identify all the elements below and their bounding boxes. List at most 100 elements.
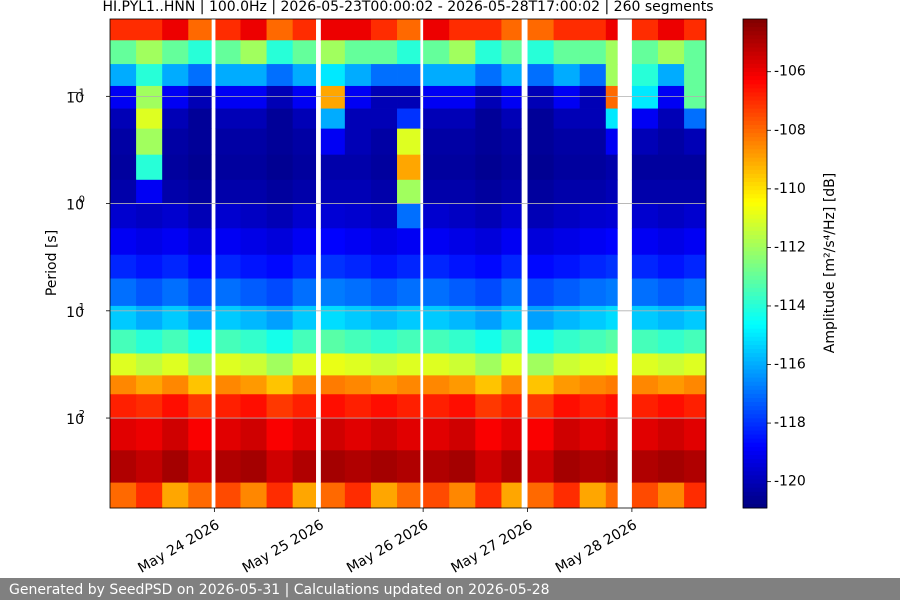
heatmap-cell [136, 329, 163, 354]
heatmap-cell [501, 329, 522, 354]
heatmap-cell [501, 375, 522, 395]
heatmap-cell [605, 128, 618, 156]
heatmap-cell [449, 203, 476, 229]
heatmap-cell [162, 305, 189, 331]
colorbar-cell [743, 112, 767, 118]
heatmap-cell [397, 179, 421, 204]
colorbar-cell [743, 202, 767, 207]
heatmap-cell [292, 329, 317, 354]
heatmap-cell [266, 482, 294, 509]
heatmap-cell [631, 228, 659, 256]
heatmap-cell [631, 19, 659, 41]
heatmap-cell [266, 40, 294, 65]
colorbar-cell [743, 214, 767, 220]
heatmap-cell [527, 482, 555, 509]
colorbar-cell [743, 88, 767, 93]
heatmap-cell [423, 19, 450, 41]
heatmap-cell [631, 154, 659, 181]
heatmap-cell [605, 40, 618, 65]
heatmap-cell [188, 305, 212, 331]
heatmap-cell [188, 418, 212, 451]
heatmap-cell [188, 179, 212, 204]
heatmap-cell [684, 64, 707, 87]
heatmap-cell [292, 305, 317, 331]
colorbar-cell [743, 100, 767, 106]
heatmap-cell [240, 128, 267, 156]
heatmap-cell [370, 203, 398, 229]
heatmap-cell [684, 228, 707, 256]
heatmap-cell [370, 19, 398, 41]
colorbar-cell [743, 389, 767, 395]
heatmap-cell [605, 375, 618, 395]
heatmap-cell [631, 418, 659, 451]
heatmap-cell [527, 394, 555, 419]
colorbar-cell [743, 353, 767, 358]
y-tick-base: 10 [66, 305, 84, 321]
heatmap-cell [162, 278, 189, 307]
colorbar-cell [743, 328, 767, 334]
colorbar-cell [743, 31, 767, 36]
heatmap-cell [240, 394, 267, 419]
heatmap-cell [657, 154, 685, 181]
heatmap-cell [579, 305, 607, 331]
colorbar-cell [743, 471, 767, 476]
heatmap-cell [449, 228, 476, 256]
colorbar-cell [743, 186, 767, 191]
heatmap-cell [397, 329, 421, 354]
colorbar-cell [743, 43, 767, 49]
heatmap-cell [423, 482, 450, 509]
heatmap-cell [657, 19, 685, 41]
colorbar-cell [743, 442, 767, 448]
heatmap-cell [657, 394, 685, 419]
colorbar-cell [743, 455, 767, 460]
heatmap-cell [320, 278, 346, 307]
heatmap-cell [188, 329, 212, 354]
heatmap-cell [579, 19, 607, 41]
heatmap-cell [344, 329, 372, 354]
heatmap-cell [344, 482, 372, 509]
heatmap-cell [605, 254, 618, 279]
heatmap-cell [266, 203, 294, 229]
heatmap-cell [501, 254, 522, 279]
heatmap-cell [344, 19, 372, 41]
heatmap-cell [579, 228, 607, 256]
colorbar-cell [743, 169, 767, 175]
heatmap-cell [266, 228, 294, 256]
heatmap-cell [162, 64, 189, 87]
heatmap-cell [110, 394, 137, 419]
heatmap-cell [475, 305, 502, 331]
heatmap-cell [553, 482, 581, 509]
heatmap-cell [501, 450, 522, 484]
heatmap-cell [423, 450, 450, 484]
colorbar-cell [743, 287, 767, 293]
heatmap-cell [397, 482, 421, 509]
heatmap-cell [188, 482, 212, 509]
heatmap-cell [215, 203, 241, 229]
heatmap-cell [553, 305, 581, 331]
heatmap-cell [657, 305, 685, 331]
heatmap-cell [320, 19, 346, 41]
heatmap-cell [475, 450, 502, 484]
heatmap-cell [240, 108, 267, 130]
heatmap-cell [292, 278, 317, 307]
heatmap-cell [527, 375, 555, 395]
heatmap-cell [240, 353, 267, 376]
heatmap-cell [605, 482, 618, 509]
heatmap-cell [215, 353, 241, 376]
heatmap-cell [631, 128, 659, 156]
heatmap-cell [631, 278, 659, 307]
heatmap-cell [423, 108, 450, 130]
heatmap-cell [684, 375, 707, 395]
heatmap-cell [110, 179, 137, 204]
colorbar-cell [743, 283, 767, 289]
heatmap-cell [136, 305, 163, 331]
heatmap-cell [449, 254, 476, 279]
heatmap-cell [684, 40, 707, 65]
heatmap-cell [344, 228, 372, 256]
heatmap-cell [449, 19, 476, 41]
heatmap-cell [266, 418, 294, 451]
heatmap-cell [631, 450, 659, 484]
heatmap-cell [553, 254, 581, 279]
heatmap-cell [110, 85, 137, 109]
